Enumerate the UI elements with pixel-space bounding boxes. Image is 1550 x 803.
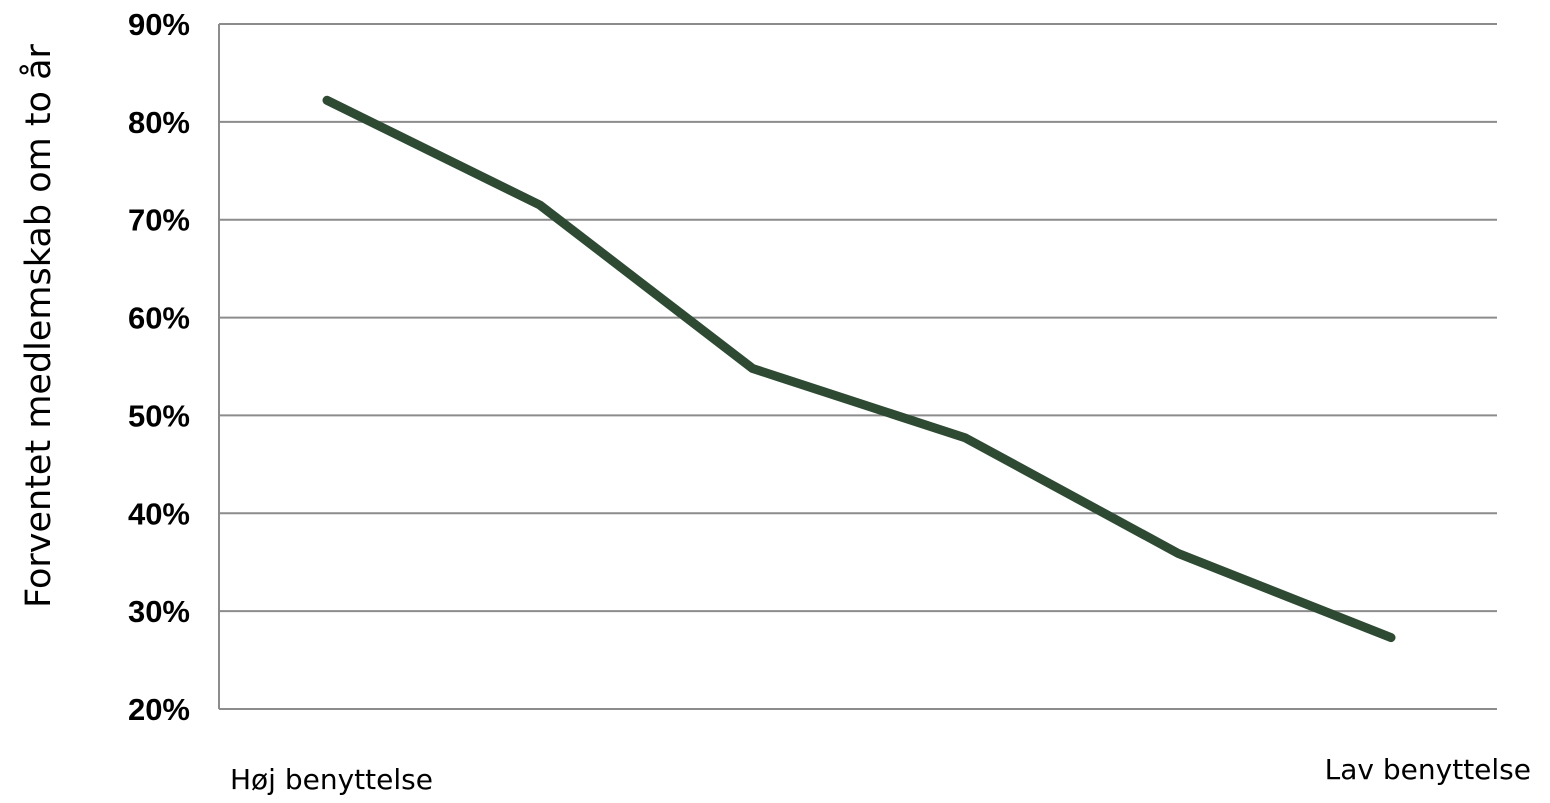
x-annotation-high-usage: Høj benyttelse (230, 763, 433, 796)
y-tick-label: 30% (128, 594, 190, 629)
y-tick-label: 20% (128, 692, 190, 727)
y-tick-label: 90% (128, 7, 190, 42)
y-tick-label: 80% (128, 105, 190, 140)
gridlines (219, 23, 1497, 710)
y-tick-label: 50% (128, 398, 190, 433)
series-lines (322, 95, 1396, 643)
y-tick-label: 60% (128, 301, 190, 336)
y-axis-label: Forventet medlemskab om to år (18, 43, 59, 607)
y-tick-labels: 90% 80% 70% 60% 50% 40% 30% 20% (128, 7, 190, 727)
y-tick-label: 70% (128, 203, 190, 238)
x-annotation-low-usage: Lav benyttelse (1325, 753, 1531, 786)
y-tick-label: 40% (128, 496, 190, 531)
series-line (322, 95, 1396, 643)
